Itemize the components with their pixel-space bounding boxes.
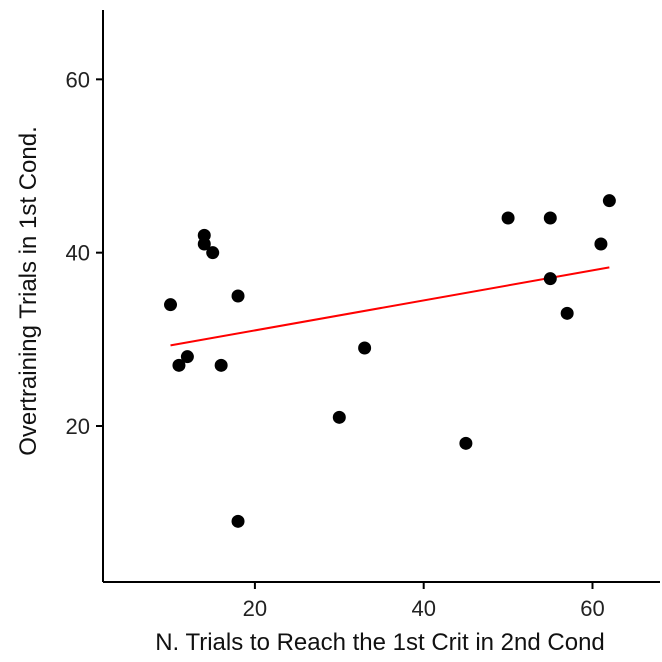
data-point [214, 358, 228, 372]
x-tick-label: 40 [411, 596, 435, 621]
data-point [543, 211, 557, 225]
data-point [231, 514, 245, 528]
y-tick-label: 40 [66, 241, 90, 266]
x-axis-title: N. Trials to Reach the 1st Crit in 2nd C… [155, 629, 605, 656]
data-point [172, 358, 186, 372]
y-axis-title: Overtraining Trials in 1st Cond. [15, 126, 42, 455]
data-point [358, 341, 372, 355]
y-tick-label: 20 [66, 414, 90, 439]
data-point [164, 298, 178, 312]
x-axis-ticks: 20 40 60 [243, 582, 605, 621]
trend-line [170, 266, 610, 347]
y-tick-label: 60 [66, 67, 90, 92]
data-point [501, 211, 515, 225]
plot-area [164, 194, 616, 528]
data-point [560, 306, 574, 320]
data-point [197, 237, 211, 251]
data-point [180, 350, 194, 364]
data-point [459, 436, 473, 450]
data-point [231, 289, 245, 303]
data-point [543, 272, 557, 286]
x-tick-label: 60 [580, 596, 604, 621]
data-point [332, 410, 346, 424]
data-point [602, 194, 616, 208]
data-point [206, 246, 220, 260]
x-tick-label: 20 [243, 596, 267, 621]
data-point [594, 237, 608, 251]
y-axis-ticks: 20 40 60 [66, 67, 103, 439]
